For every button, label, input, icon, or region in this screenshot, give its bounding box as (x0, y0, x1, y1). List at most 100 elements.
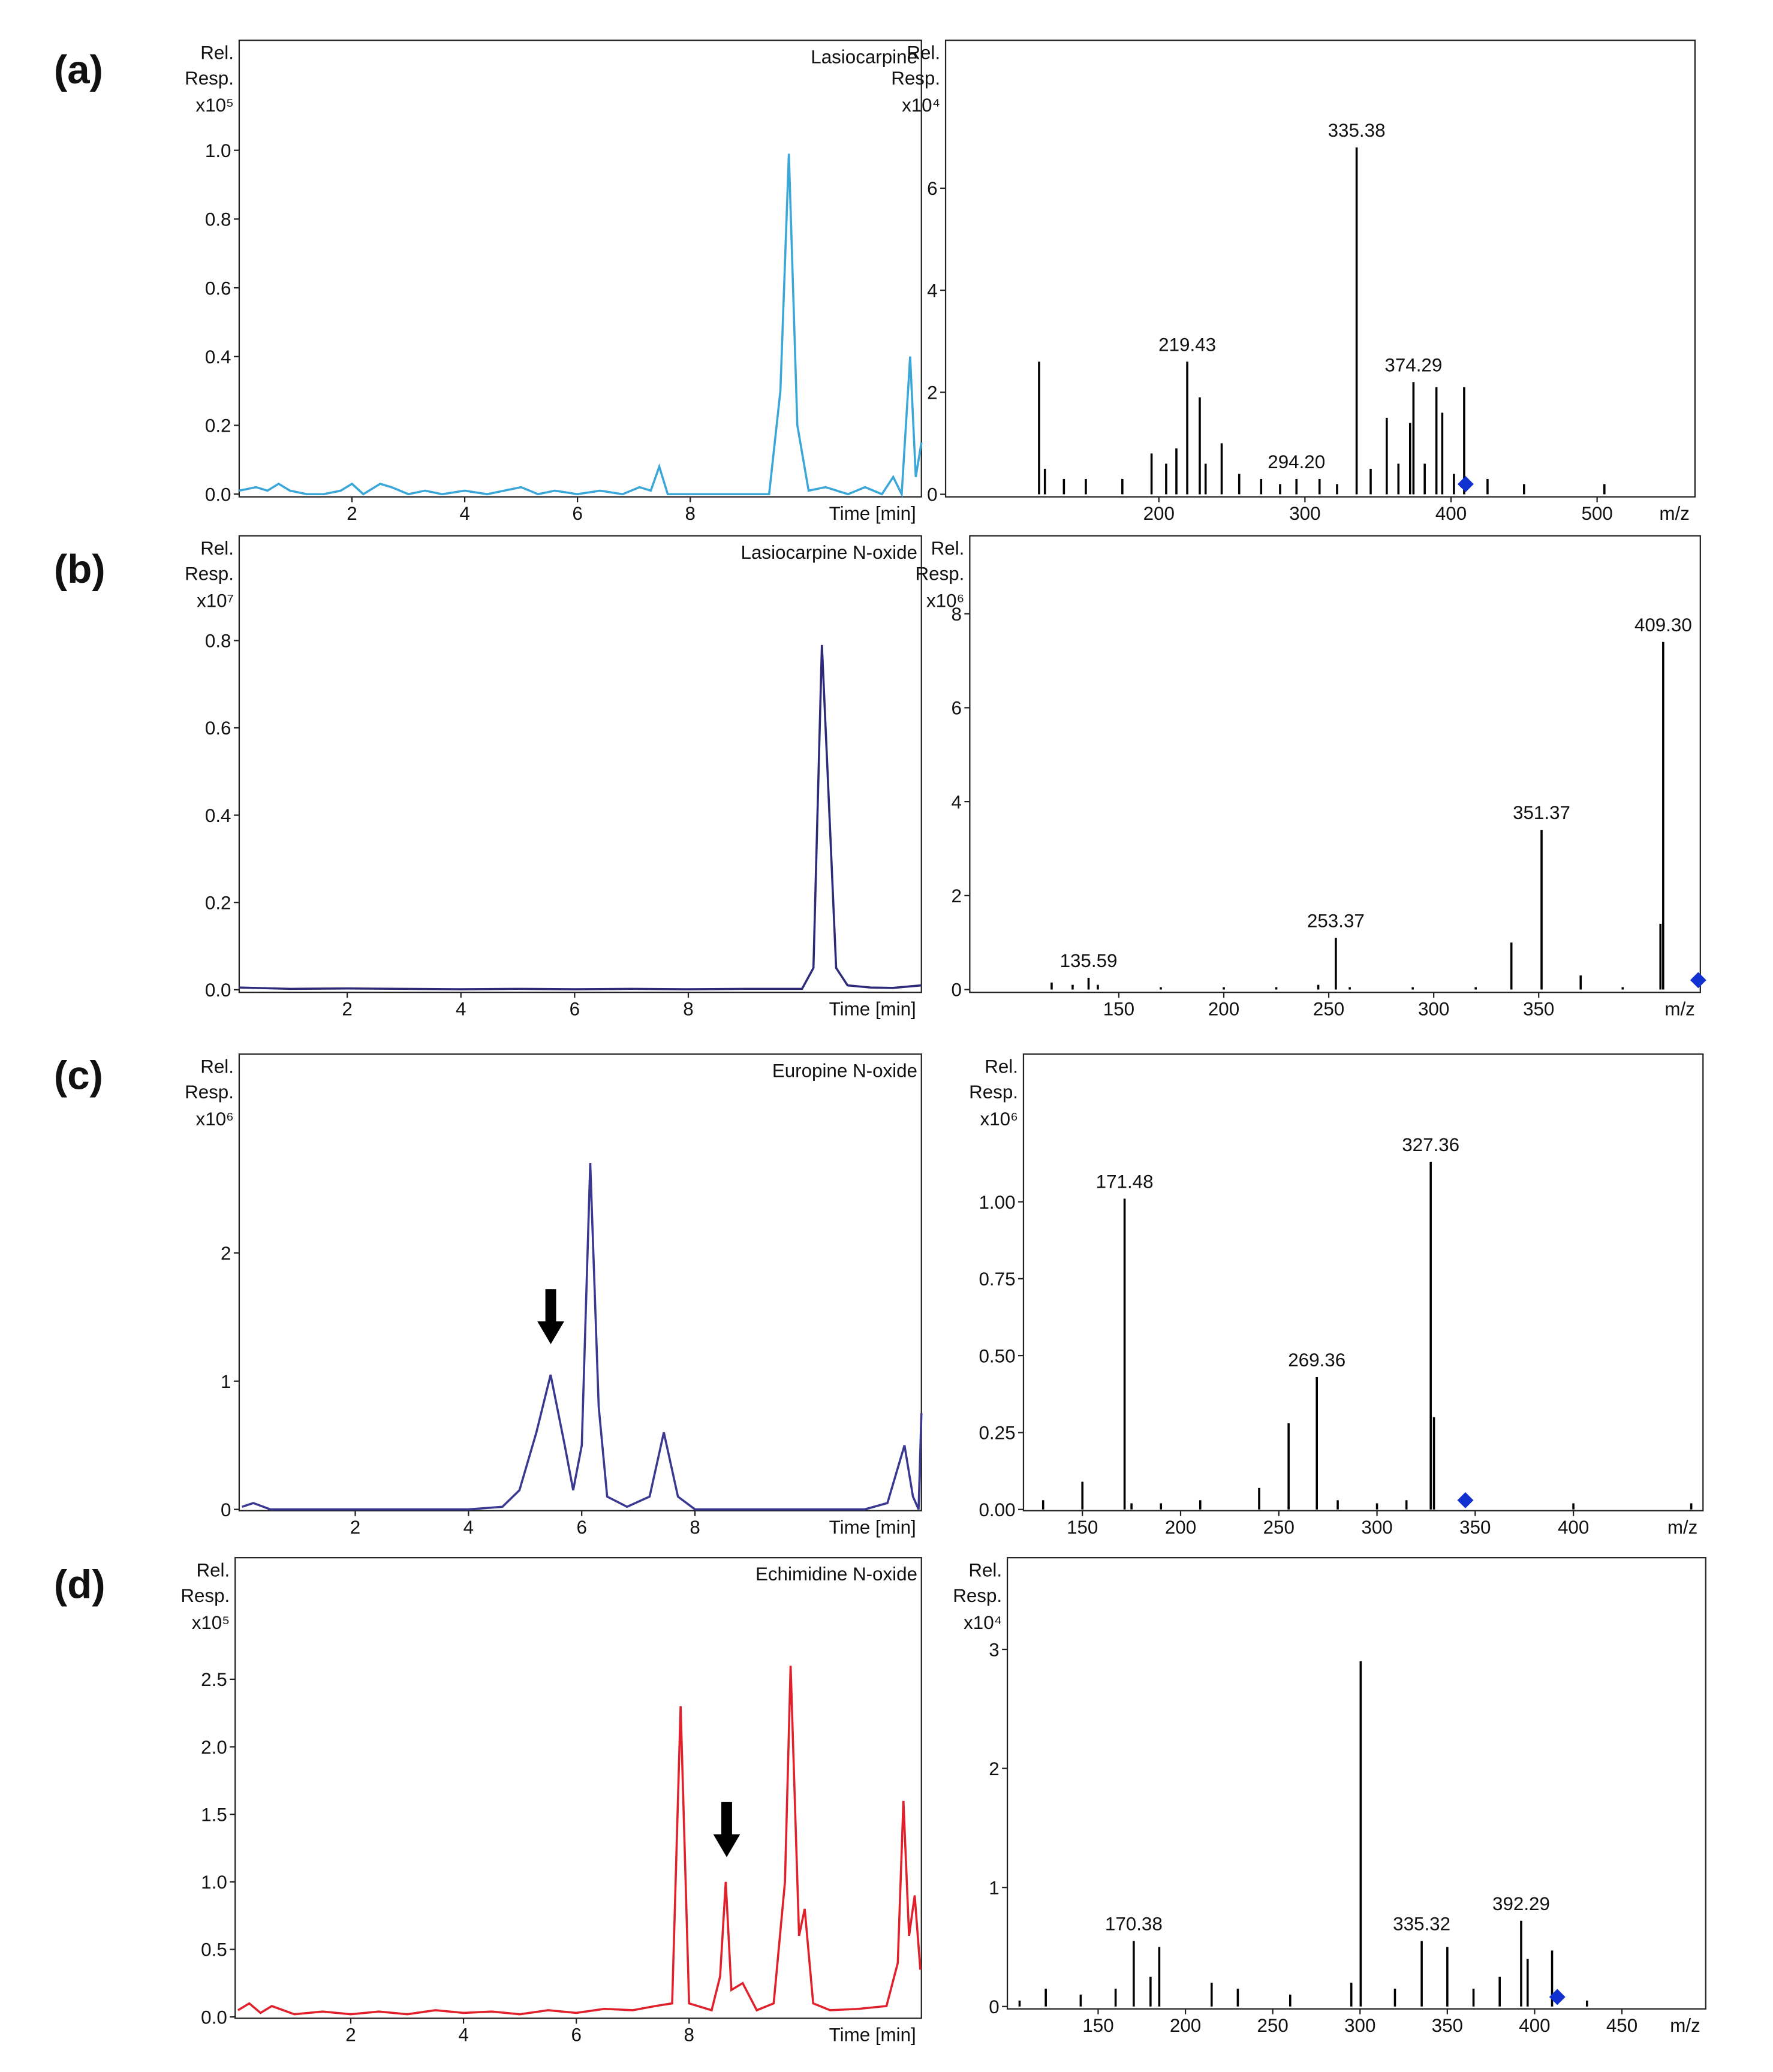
x-tick-label: 8 (685, 503, 695, 524)
y-axis-label: Rel. (968, 1560, 1002, 1581)
x-tick-label: 6 (576, 1517, 586, 1538)
x-tick-label: 150 (1067, 1517, 1098, 1538)
x-tick-label: 400 (1519, 2015, 1550, 2036)
chart-title: Lasiocarpine N-oxide (741, 542, 917, 563)
arrow (713, 1802, 740, 1857)
x-tick-label: 150 (1082, 2015, 1113, 2036)
x-tick-label: 200 (1143, 503, 1175, 524)
y-tick-label: 0.2 (205, 892, 231, 913)
y-multiplier: x10⁶ (196, 1109, 234, 1130)
precursor-marker (1457, 1492, 1474, 1508)
y-tick-label: 6 (927, 178, 937, 199)
y-tick-label: 0 (951, 980, 961, 1001)
y-tick-label: 0.2 (205, 415, 231, 436)
peak-label: 409.30 (1634, 615, 1692, 636)
x-axis-label: m/z (1664, 998, 1695, 1019)
precursor-marker (1549, 1989, 1566, 2005)
y-tick-label: 0.8 (205, 631, 231, 652)
chart-title: Echimidine N-oxide (755, 1564, 917, 1585)
x-tick-label: 2 (350, 1517, 360, 1538)
chart: 0 1 2 3 150 200 250 300 350 400 450 Rel. Resp. x10⁴ m/… (953, 1557, 1706, 2036)
plot-frame (238, 535, 922, 993)
x-tick-label: 4 (458, 2024, 468, 2045)
y-multiplier: x10⁴ (964, 1612, 1002, 1633)
x-tick-label: 350 (1459, 1517, 1491, 1538)
y-tick-label: 1.0 (205, 140, 231, 161)
y-multiplier: x10⁷ (197, 590, 234, 611)
y-tick-label: 8 (951, 604, 961, 625)
precursor-marker (1690, 972, 1706, 989)
y-tick-label: 0 (927, 484, 937, 505)
x-tick-label: 400 (1558, 1517, 1589, 1538)
chart: 0 2 4 6 200 300 400 500 Rel. Resp. x10⁴ m/z 219.43 29… (891, 40, 1696, 524)
y-tick-label: 0.0 (201, 2007, 227, 2028)
chromatogram-line (239, 645, 922, 990)
y-tick-label: 0 (989, 1996, 999, 2017)
chromatogram-line (242, 1163, 923, 1511)
y-axis-label: Rel. (200, 538, 234, 559)
y-multiplier: x10⁵ (195, 95, 234, 116)
y-multiplier: x10⁵ (192, 1612, 230, 1633)
chart: 0.0 0.2 0.4 0.6 0.8 2 4 6 8 Rel. Resp. x10⁷ Time [mi… (185, 535, 922, 1019)
x-tick-label: 8 (683, 998, 693, 1019)
chart: 0 1 2 2 4 6 8 Rel. Resp. x10⁶ Time [min] Europine N… (185, 1053, 923, 1538)
x-tick-label: 4 (463, 1517, 474, 1538)
peak-label: 351.37 (1513, 802, 1570, 823)
y-axis-label: Resp. (891, 68, 940, 89)
y-tick-label: 0 (221, 1499, 231, 1520)
x-tick-label: 2 (345, 2024, 356, 2045)
peak-label: 335.32 (1393, 1914, 1450, 1935)
y-axis-label: Rel. (196, 1560, 230, 1581)
x-axis-label: Time [min] (829, 998, 916, 1019)
chart-title: Europine N-oxide (772, 1060, 917, 1081)
y-axis-label: Resp. (969, 1082, 1018, 1103)
x-tick-label: 6 (570, 998, 580, 1019)
x-axis-label: Time [min] (829, 1517, 916, 1538)
peak-label: 374.29 (1384, 354, 1442, 375)
y-tick-label: 1.00 (979, 1192, 1016, 1213)
peak-label: 135.59 (1060, 950, 1118, 971)
peak-label: 171.48 (1096, 1171, 1154, 1192)
y-multiplier: x10⁴ (902, 95, 940, 116)
y-axis-label: Rel. (931, 538, 965, 559)
plot-frame (238, 1053, 922, 1511)
y-tick-label: 2 (927, 382, 937, 403)
y-tick-label: 4 (927, 280, 937, 301)
x-tick-label: 2 (342, 998, 352, 1019)
x-tick-label: 500 (1581, 503, 1612, 524)
y-tick-label: 1.0 (201, 1872, 227, 1893)
peak-label: 327.36 (1402, 1134, 1459, 1155)
x-tick-label: 300 (1289, 503, 1320, 524)
panel-label: (d) (54, 1562, 106, 1607)
peak-label: 335.38 (1328, 120, 1386, 141)
peak-label: 170.38 (1105, 1914, 1163, 1935)
y-tick-label: 0.6 (205, 718, 231, 739)
y-axis-label: Resp. (185, 1082, 234, 1103)
x-tick-label: 350 (1523, 998, 1554, 1019)
x-tick-label: 300 (1344, 2015, 1375, 2036)
y-tick-label: 4 (951, 791, 961, 812)
x-tick-label: 2 (347, 503, 357, 524)
y-tick-label: 0.0 (205, 484, 231, 505)
x-axis-label: Time [min] (829, 503, 916, 524)
chart: 0 2 4 6 8 150 200 250 300 350 Rel. Resp. x10⁶ m/z 135.… (916, 535, 1706, 1019)
y-axis-label: Resp. (185, 564, 234, 585)
chromatogram-line (239, 153, 923, 499)
x-tick-label: 250 (1263, 1517, 1295, 1538)
y-tick-label: 2.0 (201, 1737, 227, 1758)
y-axis-label: Resp. (185, 68, 234, 89)
chart: 0.00 0.25 0.50 0.75 1.00 150 200 250 300 350 400 Re… (969, 1053, 1704, 1538)
x-tick-label: 300 (1361, 1517, 1392, 1538)
y-tick-label: 2.5 (201, 1669, 227, 1690)
plot-frame (969, 535, 1701, 993)
x-axis-label: m/z (1659, 503, 1690, 524)
y-tick-label: 0.75 (979, 1269, 1016, 1290)
y-tick-label: 0.4 (205, 347, 231, 368)
x-tick-label: 6 (572, 503, 582, 524)
x-tick-label: 8 (690, 1517, 700, 1538)
y-tick-label: 2 (951, 886, 961, 907)
x-axis-label: m/z (1670, 2015, 1700, 2036)
x-tick-label: 4 (459, 503, 469, 524)
y-tick-label: 0.4 (205, 805, 231, 826)
